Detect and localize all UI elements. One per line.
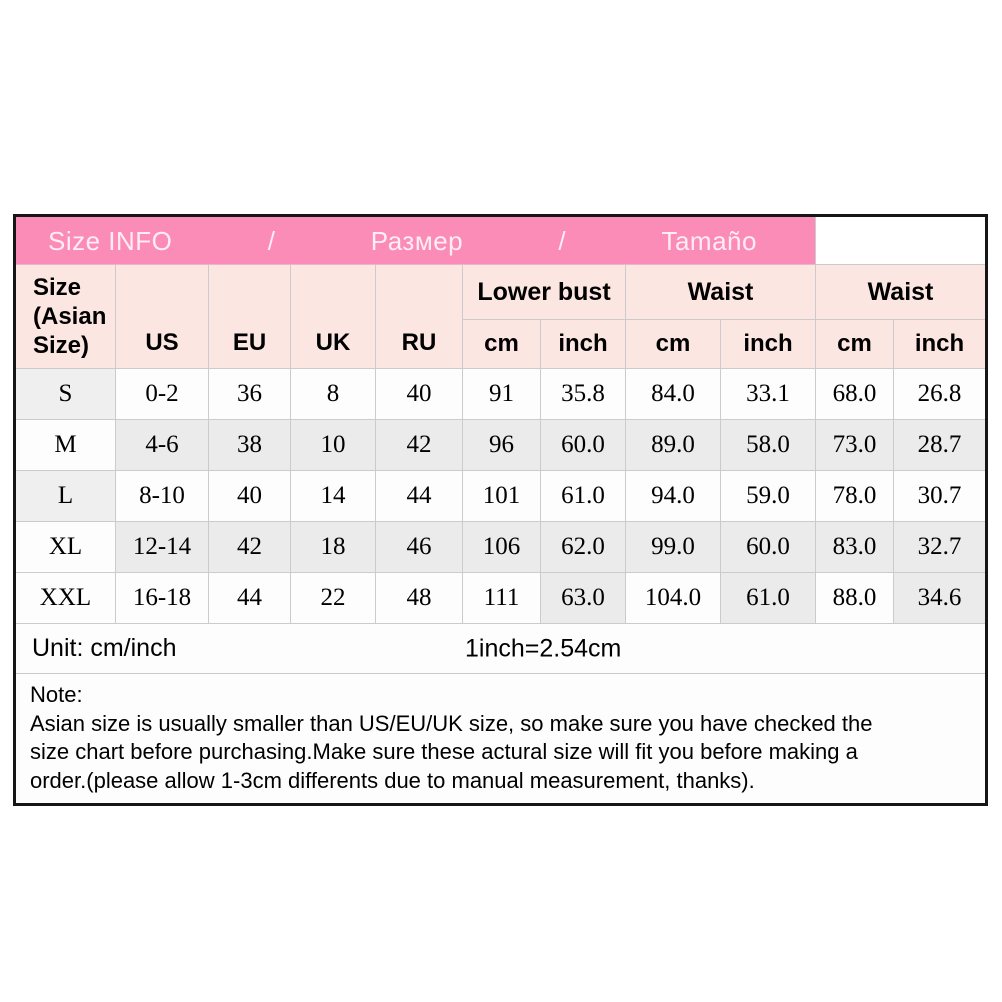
cell-waist2-inch: 34.6 — [893, 572, 987, 624]
col-header-ru: RU — [375, 264, 463, 369]
group-header-lower-bust: Lower bust — [462, 264, 626, 320]
note-section: Note: Asian size is usually smaller than… — [14, 673, 987, 805]
header-units-row: cm inch cm inch cm inch — [15, 319, 987, 369]
unit-header-inch: inch — [540, 319, 626, 369]
unit-header-inch: inch — [720, 319, 816, 369]
group-header-waist-2: Waist — [815, 264, 987, 320]
note-line: Asian size is usually smaller than US/EU… — [30, 710, 873, 736]
row-label: XL — [14, 521, 116, 573]
row-label: XXL — [14, 572, 116, 624]
col-header-us: US — [115, 264, 209, 369]
cell-uk: 14 — [290, 470, 376, 522]
cell-uk: 22 — [290, 572, 376, 624]
table-row-s: S 0-2 36 8 40 91 35.8 84.0 33.1 68.0 26.… — [14, 368, 987, 420]
cell-ru: 46 — [375, 521, 463, 573]
cell-waist1-cm: 94.0 — [625, 470, 721, 522]
note-line: order.(please allow 1-3cm differents due… — [30, 767, 755, 793]
table-row-m: M 4-6 38 10 42 96 60.0 89.0 58.0 73.0 28… — [14, 419, 987, 471]
cell-us: 8-10 — [115, 470, 209, 522]
col-header-uk: UK — [290, 264, 376, 369]
table-row-l: L 8-10 40 14 44 101 61.0 94.0 59.0 78.0 … — [14, 470, 987, 522]
cell-waist2-cm: 73.0 — [815, 419, 894, 471]
cell-us: 16-18 — [115, 572, 209, 624]
cell-ru: 42 — [375, 419, 463, 471]
row-label: S — [14, 368, 116, 420]
cell-bust-cm: 96 — [462, 419, 541, 471]
cell-us: 4-6 — [115, 419, 209, 471]
cell-ru: 44 — [375, 470, 463, 522]
banner-separator: / — [558, 226, 567, 256]
cell-waist2-inch: 26.8 — [893, 368, 987, 420]
cell-bust-inch: 60.0 — [540, 419, 626, 471]
cell-waist1-inch: 33.1 — [720, 368, 816, 420]
corner-line: Size — [33, 274, 82, 301]
cell-waist2-inch: 30.7 — [893, 470, 987, 522]
banner-blank-area — [815, 215, 987, 265]
table-row-xxl: XXL 16-18 44 22 48 111 63.0 104.0 61.0 8… — [14, 572, 987, 624]
col-header-eu: EU — [208, 264, 291, 369]
cell-bust-inch: 62.0 — [540, 521, 626, 573]
note-row: Note: Asian size is usually smaller than… — [14, 673, 987, 805]
unit-header-cm: cm — [625, 319, 721, 369]
cell-bust-cm: 91 — [462, 368, 541, 420]
banner-separator: / — [267, 226, 276, 256]
note-title: Note: — [30, 682, 83, 707]
banner-title-ru: Размер — [370, 226, 464, 256]
cell-waist2-cm: 68.0 — [815, 368, 894, 420]
cell-eu: 40 — [208, 470, 291, 522]
cell-us: 12-14 — [115, 521, 209, 573]
cell-bust-inch: 35.8 — [540, 368, 626, 420]
cell-eu: 38 — [208, 419, 291, 471]
cell-bust-inch: 63.0 — [540, 572, 626, 624]
cell-ru: 40 — [375, 368, 463, 420]
banner-title-en: Size INFO — [48, 226, 173, 256]
corner-line: (Asian — [33, 303, 107, 330]
row-label: M — [14, 419, 116, 471]
unit-header-inch: inch — [893, 319, 987, 369]
cell-eu: 44 — [208, 572, 291, 624]
conversion-label: 1inch=2.54cm — [465, 634, 622, 662]
cell-uk: 10 — [290, 419, 376, 471]
cell-waist1-inch: 60.0 — [720, 521, 816, 573]
cell-waist1-cm: 104.0 — [625, 572, 721, 624]
unit-header-cm: cm — [815, 319, 894, 369]
unit-label: Unit: cm/inch — [32, 634, 177, 662]
cell-us: 0-2 — [115, 368, 209, 420]
banner-row: Size INFO / Размер / Tamaño — [14, 215, 987, 265]
cell-uk: 8 — [290, 368, 376, 420]
banner-titles: Size INFO / Размер / Tamaño — [16, 224, 815, 257]
cell-waist2-cm: 83.0 — [815, 521, 894, 573]
cell-uk: 18 — [290, 521, 376, 573]
corner-line: Size) — [33, 332, 90, 359]
cell-waist2-cm: 78.0 — [815, 470, 894, 522]
cell-waist1-cm: 89.0 — [625, 419, 721, 471]
cell-waist2-inch: 28.7 — [893, 419, 987, 471]
cell-ru: 48 — [375, 572, 463, 624]
size-chart-table: Size INFO / Размер / Tamaño Size (Asian … — [13, 214, 988, 806]
cell-eu: 36 — [208, 368, 291, 420]
cell-bust-inch: 61.0 — [540, 470, 626, 522]
corner-header-asian-size: Size (Asian Size) — [14, 264, 116, 369]
cell-waist1-cm: 99.0 — [625, 521, 721, 573]
note-line: size chart before purchasing.Make sure t… — [30, 739, 858, 764]
cell-waist2-cm: 88.0 — [815, 572, 894, 624]
banner: Size INFO / Размер / Tamaño — [14, 215, 816, 265]
cell-waist1-cm: 84.0 — [625, 368, 721, 420]
row-label: L — [14, 470, 116, 522]
banner-title-es: Tamaño — [661, 226, 757, 256]
cell-eu: 42 — [208, 521, 291, 573]
cell-waist1-inch: 59.0 — [720, 470, 816, 522]
cell-bust-cm: 106 — [462, 521, 541, 573]
cell-waist1-inch: 58.0 — [720, 419, 816, 471]
cell-waist2-inch: 32.7 — [893, 521, 987, 573]
unit-footer: Unit: cm/inch 1inch=2.54cm — [14, 623, 987, 674]
cell-waist1-inch: 61.0 — [720, 572, 816, 624]
table-row-xl: XL 12-14 42 18 46 106 62.0 99.0 60.0 83.… — [14, 521, 987, 573]
cell-bust-cm: 101 — [462, 470, 541, 522]
unit-header-cm: cm — [462, 319, 541, 369]
cell-bust-cm: 111 — [462, 572, 541, 624]
header-group-row: Size (Asian Size) US EU UK RU Lower bust… — [14, 264, 987, 369]
group-header-waist-1: Waist — [625, 264, 816, 320]
unit-footer-row: Unit: cm/inch 1inch=2.54cm — [14, 623, 987, 674]
